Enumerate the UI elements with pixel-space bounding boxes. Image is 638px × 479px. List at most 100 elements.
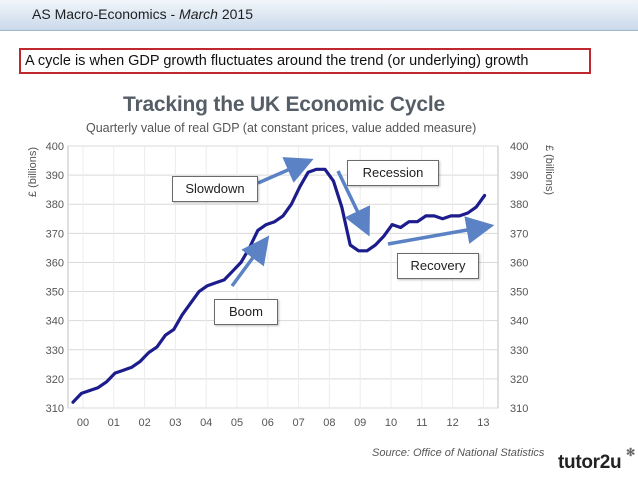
y-tick-label-right: 340 [510, 316, 528, 328]
definition-box: A cycle is when GDP growth fluctuates ar… [19, 48, 591, 74]
arrow-recession [336, 170, 371, 237]
x-tick-label: 00 [77, 417, 89, 429]
y-tick-label-right: 390 [510, 170, 528, 182]
logo-mark-icon: ✻ [626, 447, 635, 459]
gdp-data-point [214, 281, 217, 285]
callout-recession: Recession [347, 160, 439, 186]
header-year: 2015 [217, 6, 253, 22]
gdp-data-point [483, 194, 486, 197]
gdp-data-point [80, 392, 83, 395]
gdp-data-point [307, 171, 310, 174]
y-tick-label-right: 330 [510, 345, 528, 357]
gdp-data-point [181, 313, 184, 317]
gdp-data-point [391, 223, 394, 226]
gdp-data-point [382, 235, 385, 238]
gdp-data-point [357, 249, 360, 252]
y-axis-title-left: £ (billions) [27, 147, 39, 197]
gdp-data-point [399, 226, 402, 229]
y-tick-label-left: 330 [46, 345, 64, 357]
x-tick-label: 06 [262, 417, 274, 429]
header-course: AS Macro-Economics - [32, 6, 180, 22]
definition-text: A cycle is when GDP growth fluctuates ar… [25, 53, 529, 69]
gdp-data-point [466, 211, 469, 215]
gdp-data-point [433, 214, 436, 218]
gdp-data-point [231, 269, 234, 273]
y-tick-label-left: 360 [46, 257, 64, 269]
gdp-data-point [239, 261, 243, 264]
arrow-slowdown [257, 157, 314, 185]
gdp-data-point [424, 214, 427, 218]
gdp-data-point [332, 179, 335, 183]
gdp-data-point [71, 400, 75, 404]
gdp-data-point [265, 223, 268, 226]
gdp-data-point [365, 249, 369, 252]
gdp-series-line [71, 167, 487, 404]
gdp-data-point [197, 290, 201, 293]
gdp-data-point [475, 205, 478, 209]
chart-source: Source: Office of National Statistics [372, 447, 545, 459]
y-axis-title-right: £ (billions) [543, 145, 555, 195]
x-tick-label: 02 [138, 417, 150, 429]
x-tick-label: 05 [231, 417, 243, 429]
x-tick-label: 04 [200, 417, 212, 429]
gdp-data-point [298, 185, 301, 188]
gdp-data-point [458, 214, 461, 218]
y-tick-label-right: 380 [510, 199, 528, 211]
gdp-data-point [273, 220, 276, 223]
gdp-data-point [407, 220, 411, 223]
gdp-data-point [97, 386, 100, 389]
x-tick-label: 01 [108, 417, 120, 429]
x-tick-label: 09 [354, 417, 366, 429]
gdp-data-point [105, 380, 108, 383]
gdp-data-point [248, 246, 251, 250]
y-tick-label-left: 310 [46, 403, 64, 415]
gdp-data-point [223, 278, 226, 282]
arrow-recovery [387, 216, 495, 246]
y-tick-label-left: 380 [46, 199, 64, 211]
gdp-data-point [281, 214, 285, 218]
header-month: March [179, 6, 218, 22]
y-tick-label-right: 370 [510, 228, 528, 240]
gdp-data-point [88, 389, 92, 392]
callout-slowdown: Slowdown [172, 176, 258, 202]
y-tick-label-right: 400 [510, 141, 528, 153]
gdp-data-point [155, 345, 159, 349]
y-tick-label-left: 320 [46, 374, 64, 386]
y-tick-label-left: 370 [46, 228, 64, 240]
y-tick-label-right: 350 [510, 287, 528, 299]
brand-logo: tutor2u ✻ [558, 447, 635, 474]
callout-boom: Boom [214, 299, 278, 325]
gdp-data-point [290, 203, 293, 206]
y-tick-label-left: 390 [46, 170, 64, 182]
gdp-data-point [206, 284, 209, 287]
gdp-data-point [323, 168, 327, 171]
chart-title: Tracking the UK Economic Cycle [123, 93, 445, 116]
x-tick-label: 08 [323, 417, 335, 429]
gdp-data-point [449, 214, 453, 218]
y-tick-label-left: 340 [46, 316, 64, 328]
y-tick-label-right: 360 [510, 257, 528, 269]
header-bar: AS Macro-Economics - March 2015 [0, 0, 638, 31]
x-tick-label: 10 [385, 417, 397, 429]
y-tick-label-left: 350 [46, 287, 64, 299]
x-tick-label: 03 [169, 417, 181, 429]
gdp-data-point [113, 371, 117, 375]
y-tick-label-right: 310 [510, 403, 528, 415]
gdp-data-point [189, 302, 192, 305]
gdp-data-point [256, 229, 259, 232]
gdp-data-point [340, 205, 343, 209]
gdp-data-point [130, 366, 133, 369]
gdp-data-point [139, 360, 142, 363]
x-tick-label: 13 [477, 417, 489, 429]
gdp-data-point [315, 168, 318, 171]
x-tick-label: 12 [446, 417, 458, 429]
chart-subtitle: Quarterly value of real GDP (at constant… [86, 121, 477, 135]
y-tick-label-right: 320 [510, 374, 528, 386]
callout-recovery: Recovery [397, 253, 479, 279]
gdp-data-point [164, 334, 167, 337]
gdp-data-point [374, 243, 377, 247]
gdp-data-point [416, 220, 419, 223]
arrow-boom [230, 235, 270, 288]
gdp-data-point [441, 217, 444, 220]
